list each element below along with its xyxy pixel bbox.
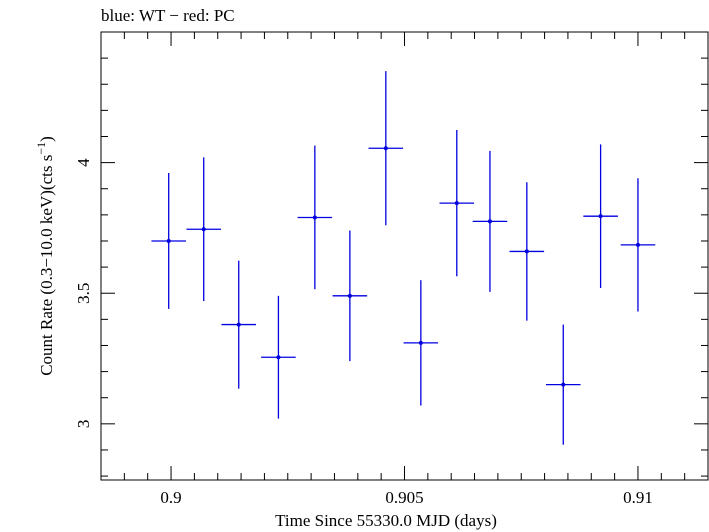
data-point	[221, 260, 257, 389]
data-point	[261, 295, 296, 419]
plot-frame	[100, 31, 709, 481]
point-marker	[236, 322, 241, 327]
data-point	[583, 144, 618, 288]
data-point	[332, 230, 368, 362]
y-axis-label-main: Count Rate (0.3−10.0 keV)(cts s	[37, 155, 56, 376]
x-axis-label: Time Since 55330.0 MJD (days)	[275, 511, 497, 530]
point-marker	[598, 214, 603, 219]
data-point	[439, 129, 475, 277]
data-point	[297, 145, 333, 290]
point-marker	[524, 249, 529, 254]
point-marker	[347, 293, 352, 298]
point-marker	[276, 355, 281, 360]
tick-labels: 0.9 0.905 0.91 3 3.5 4	[74, 158, 653, 507]
data-point	[472, 150, 508, 292]
axis-ticks	[100, 31, 709, 480]
data-points	[151, 71, 656, 445]
y-tick-label: 4	[74, 158, 93, 167]
data-point	[186, 157, 221, 302]
y-tick-label: 3	[74, 420, 93, 429]
data-point	[151, 173, 186, 309]
y-axis-label-sup: −1	[34, 142, 48, 155]
x-tick-label: 0.91	[623, 488, 653, 507]
point-marker	[166, 238, 171, 243]
x-tick-label: 0.905	[385, 488, 423, 507]
point-marker	[312, 215, 317, 220]
point-marker	[487, 219, 492, 224]
point-marker	[561, 382, 566, 387]
data-point	[620, 178, 656, 312]
point-marker	[201, 227, 206, 232]
chart-title: blue: WT − red: PC	[101, 6, 235, 25]
point-marker	[454, 201, 459, 206]
x-tick-label: 0.9	[160, 488, 181, 507]
point-marker	[635, 242, 640, 247]
y-axis-label: Count Rate (0.3−10.0 keV)(cts s−1)	[34, 136, 56, 376]
point-marker	[418, 340, 423, 345]
data-point	[403, 280, 439, 406]
y-tick-label: 3.5	[74, 283, 93, 304]
point-marker	[383, 146, 388, 151]
data-point	[368, 71, 404, 226]
data-point	[545, 324, 581, 445]
y-axis-label-end: )	[37, 136, 56, 142]
data-point	[509, 182, 545, 321]
